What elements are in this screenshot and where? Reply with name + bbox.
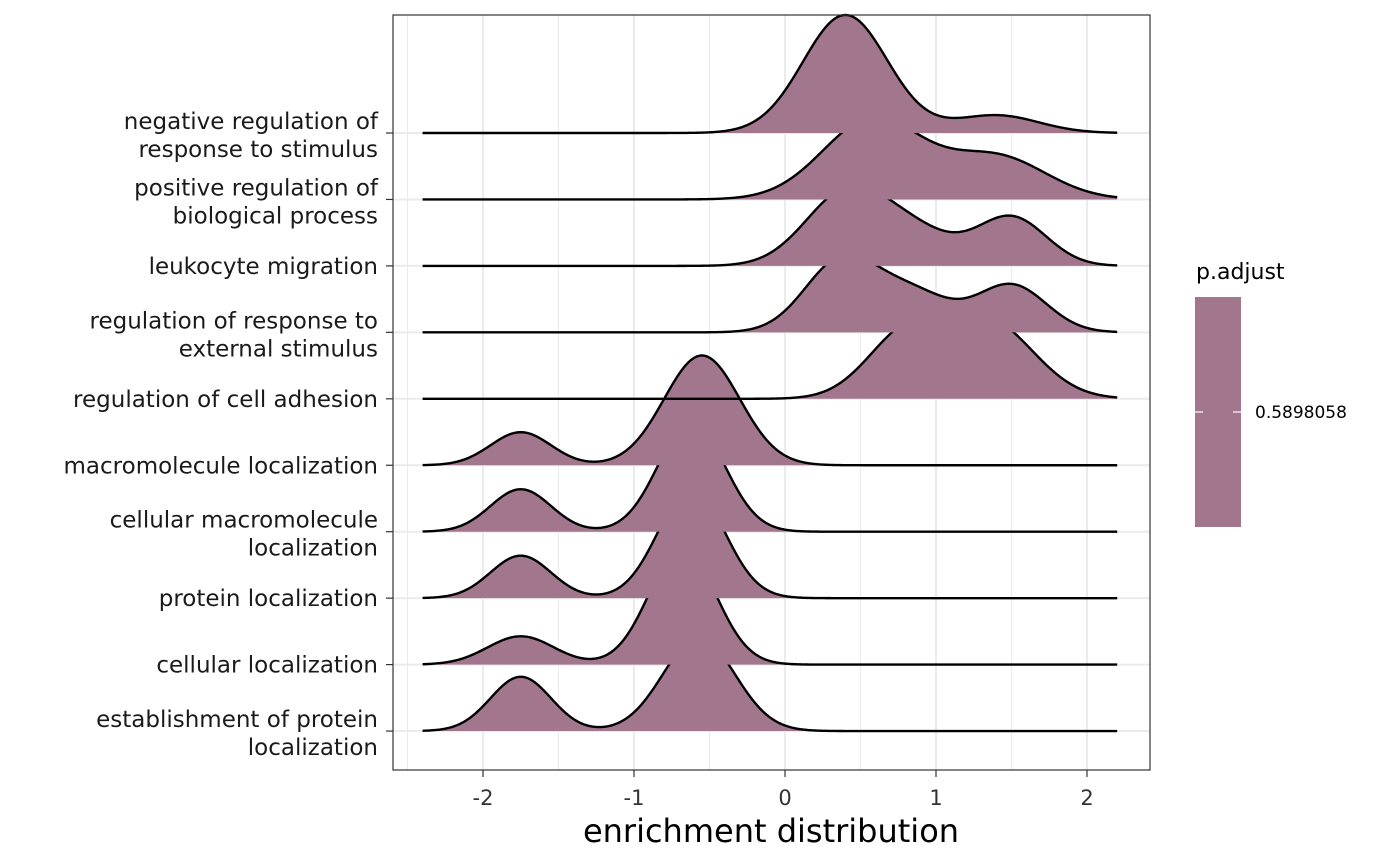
legend-value-label: 0.5898058 [1255,403,1347,423]
ridge-line [422,184,1118,268]
ridge-fill [422,637,1118,732]
ridge-fill [422,421,1118,532]
x-tick-label: 0 [778,786,791,810]
y-axis-labels: establishment of protein localization cell… [64,109,379,761]
ridge-line [422,546,1118,666]
category-label: regulation of response to external stimul… [90,308,378,362]
ridge-line [422,636,1118,733]
ridge-fill [422,488,1118,599]
ridge-line [422,115,1118,201]
category-label: negative regulation of response to stimul… [124,109,379,163]
category-label: cellular localization [156,653,378,679]
legend-title: p.adjust [1196,260,1285,285]
ridge-line [422,253,1118,334]
ridge-fill [422,312,1118,399]
ridge-fill [422,117,1118,200]
x-tick-label: -2 [473,786,494,810]
plot-border [392,14,1151,771]
x-axis-title: enrichment distribution [583,812,959,850]
x-axis-ticks: -2 -1 0 1 2 [473,770,1094,810]
ridge-fill [422,254,1118,333]
category-label: macromolecule localization [64,453,378,479]
ridge-line [422,13,1118,135]
ridges [422,13,1118,733]
ridge-line [422,487,1118,600]
x-tick-label: -1 [624,786,645,810]
category-label: establishment of protein localization [96,707,378,761]
category-label: leukocyte migration [149,254,378,280]
ridge-line [422,354,1118,467]
category-label: regulation of cell adhesion [73,387,378,413]
ridge-line [422,420,1118,533]
ridge-fill [422,547,1118,665]
ridge-fill [422,355,1118,466]
category-label: positive regulation of biological process [134,175,379,229]
y-axis-ticks [386,132,393,732]
x-tick-label: 1 [929,786,942,810]
ridge-fill [422,185,1118,266]
legend: p.adjust 0.5898058 [1195,260,1347,527]
category-label: protein localization [159,586,378,612]
x-tick-label: 2 [1080,786,1093,810]
category-label: cellular macromolecule localization [110,508,378,562]
